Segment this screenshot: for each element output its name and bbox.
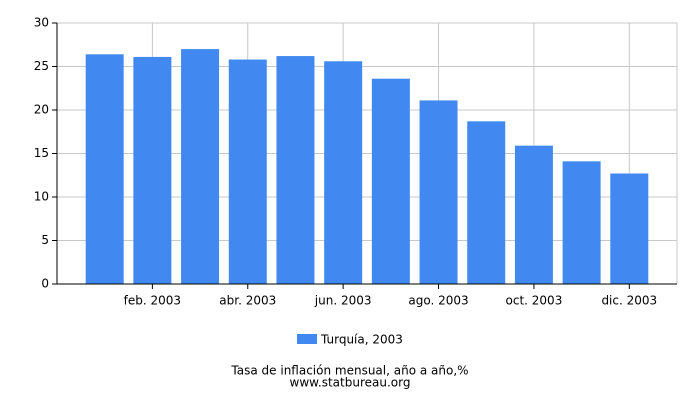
y-tick-label: 5 <box>41 233 49 247</box>
y-tick-label: 20 <box>34 103 49 117</box>
y-tick-label: 10 <box>34 190 49 204</box>
bar <box>610 173 649 284</box>
bar <box>324 61 363 284</box>
bar <box>371 78 410 285</box>
bar <box>228 59 267 284</box>
bar <box>514 145 553 284</box>
x-tick-label: dic. 2003 <box>601 294 657 308</box>
source: www.statbureau.org <box>290 376 411 390</box>
x-tick-label: jun. 2003 <box>314 294 372 308</box>
x-tick-label: ago. 2003 <box>408 294 468 308</box>
legend-swatch <box>297 334 317 344</box>
y-tick-label: 0 <box>41 277 49 291</box>
y-tick-label: 25 <box>34 59 49 73</box>
bar <box>133 56 172 285</box>
bar <box>276 56 315 285</box>
legend-label: Turquía, 2003 <box>320 333 403 347</box>
x-tick-label: feb. 2003 <box>124 294 181 308</box>
x-tick-label: oct. 2003 <box>506 294 563 308</box>
chart-title: Tasa de inflación mensual, año a año,% <box>230 364 468 378</box>
bar <box>467 121 506 284</box>
y-tick-label: 15 <box>34 146 49 160</box>
y-tick-label: 30 <box>34 16 49 30</box>
bar <box>562 161 601 284</box>
bar <box>181 49 220 284</box>
bar <box>419 100 458 285</box>
x-tick-label: abr. 2003 <box>219 294 276 308</box>
bar <box>85 54 124 284</box>
